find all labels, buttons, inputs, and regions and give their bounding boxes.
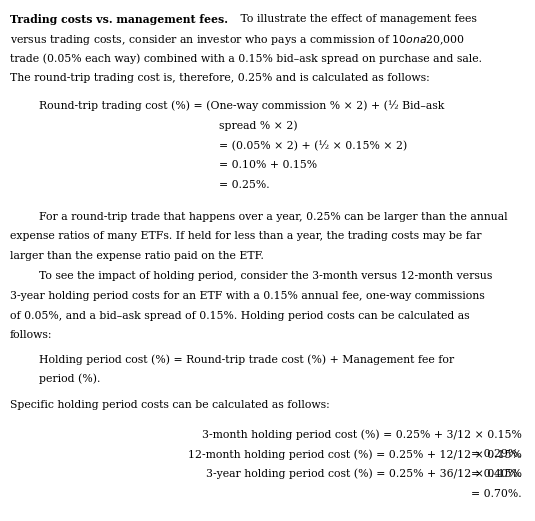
Text: 3-year holding period costs for an ETF with a 0.15% annual fee, one-way commissi: 3-year holding period costs for an ETF w… xyxy=(10,291,484,301)
Text: versus trading costs, consider an investor who pays a commission of $10 on a $20: versus trading costs, consider an invest… xyxy=(10,33,465,47)
Text: Trading costs vs. management fees.: Trading costs vs. management fees. xyxy=(10,14,227,24)
Text: Specific holding period costs can be calculated as follows:: Specific holding period costs can be cal… xyxy=(10,400,330,410)
Text: To see the impact of holding period, consider the 3-month versus 12-month versus: To see the impact of holding period, con… xyxy=(39,271,492,281)
Text: trade (0.05% each way) combined with a 0.15% bid–ask spread on purchase and sale: trade (0.05% each way) combined with a 0… xyxy=(10,53,482,64)
Text: 12-month holding period cost (%) = 0.25% + 12/12 × 0.15%: 12-month holding period cost (%) = 0.25%… xyxy=(188,449,522,460)
Text: follows:: follows: xyxy=(10,330,52,340)
Text: Round-trip trading cost (%) = (One-way commission % × 2) + (½ Bid–ask: Round-trip trading cost (%) = (One-way c… xyxy=(39,101,444,111)
Text: period (%).: period (%). xyxy=(39,374,100,384)
Text: = (0.05% × 2) + (½ × 0.15% × 2): = (0.05% × 2) + (½ × 0.15% × 2) xyxy=(219,140,408,151)
Text: To illustrate the effect of management fees: To illustrate the effect of management f… xyxy=(230,14,477,23)
Text: = 0.25%.: = 0.25%. xyxy=(219,180,270,190)
Text: The round-trip trading cost is, therefore, 0.25% and is calculated as follows:: The round-trip trading cost is, therefor… xyxy=(10,73,430,83)
Text: larger than the expense ratio paid on the ETF.: larger than the expense ratio paid on th… xyxy=(10,251,264,261)
Text: 3-year holding period cost (%) = 0.25% + 36/12 × 0.15%: 3-year holding period cost (%) = 0.25% +… xyxy=(205,469,522,479)
Text: of 0.05%, and a bid–ask spread of 0.15%. Holding period costs can be calculated : of 0.05%, and a bid–ask spread of 0.15%.… xyxy=(10,311,469,320)
Text: = 0.29%.: = 0.29%. xyxy=(471,449,522,459)
Text: 3-month holding period cost (%) = 0.25% + 3/12 × 0.15%: 3-month holding period cost (%) = 0.25% … xyxy=(202,429,522,440)
Text: Holding period cost (%) = Round-trip trade cost (%) + Management fee for: Holding period cost (%) = Round-trip tra… xyxy=(39,354,454,365)
Text: = 0.10% + 0.15%: = 0.10% + 0.15% xyxy=(219,160,317,170)
Text: = 0.40%.: = 0.40%. xyxy=(471,469,522,479)
Text: = 0.70%.: = 0.70%. xyxy=(471,489,522,499)
Text: spread % × 2): spread % × 2) xyxy=(219,120,298,131)
Text: expense ratios of many ETFs. If held for less than a year, the trading costs may: expense ratios of many ETFs. If held for… xyxy=(10,231,481,241)
Text: For a round-trip trade that happens over a year, 0.25% can be larger than the an: For a round-trip trade that happens over… xyxy=(39,212,507,221)
